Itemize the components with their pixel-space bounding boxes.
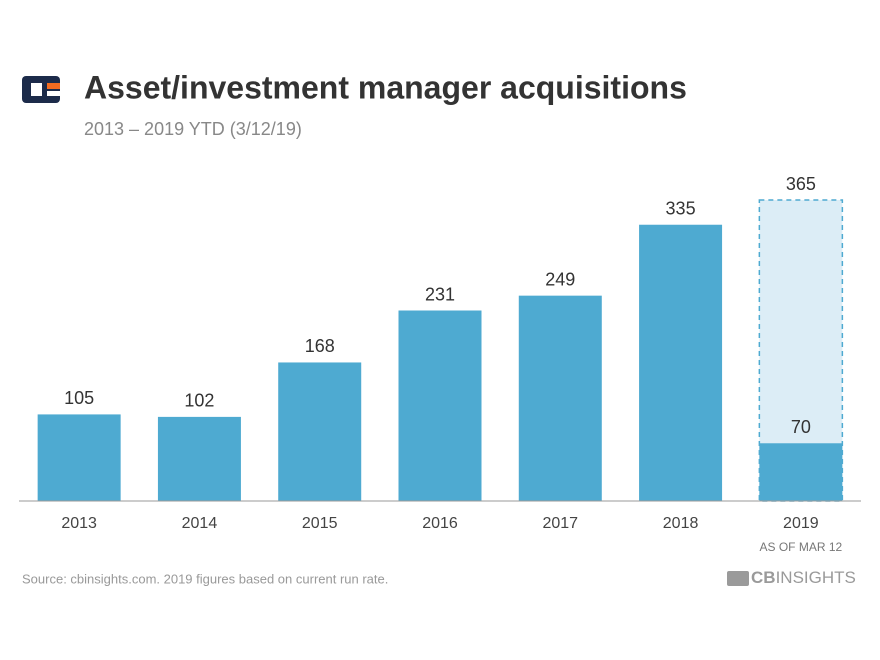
logo-text: CBINSIGHTS (751, 568, 856, 587)
x-tick-note: AS OF MAR 12 (760, 540, 843, 554)
bar (518, 295, 602, 501)
chart-subtitle: 2013 – 2019 YTD (3/12/19) (84, 119, 302, 139)
x-tick-label: 2014 (182, 515, 218, 532)
value-label: 70 (791, 417, 811, 437)
x-tick-label: 2018 (663, 515, 699, 532)
value-label: 102 (184, 391, 214, 411)
bar (37, 414, 121, 501)
brand-icon (22, 76, 60, 103)
x-tick-label: 2017 (542, 515, 578, 532)
value-label: 335 (666, 198, 696, 218)
logo-rest: INSIGHTS (776, 568, 856, 587)
value-label: 105 (64, 388, 94, 408)
logo-strong: CB (751, 568, 776, 587)
x-tick-label: 2019 (783, 515, 819, 532)
source-note: Source: cbinsights.com. 2019 figures bas… (22, 571, 388, 586)
projected-label: 365 (786, 174, 816, 194)
value-label: 249 (545, 269, 575, 289)
bar (398, 310, 482, 501)
x-tick-label: 2013 (61, 515, 97, 532)
bar (157, 416, 241, 501)
value-label: 168 (305, 336, 335, 356)
bar (759, 443, 843, 501)
x-tick-label: 2016 (422, 515, 458, 532)
cb-logo: CBINSIGHTS (727, 568, 856, 587)
chart-title: Asset/investment manager acquisitions (84, 69, 687, 105)
bar (639, 224, 723, 501)
value-label: 231 (425, 284, 455, 304)
x-tick-label: 2015 (302, 515, 338, 532)
bar (278, 362, 362, 501)
